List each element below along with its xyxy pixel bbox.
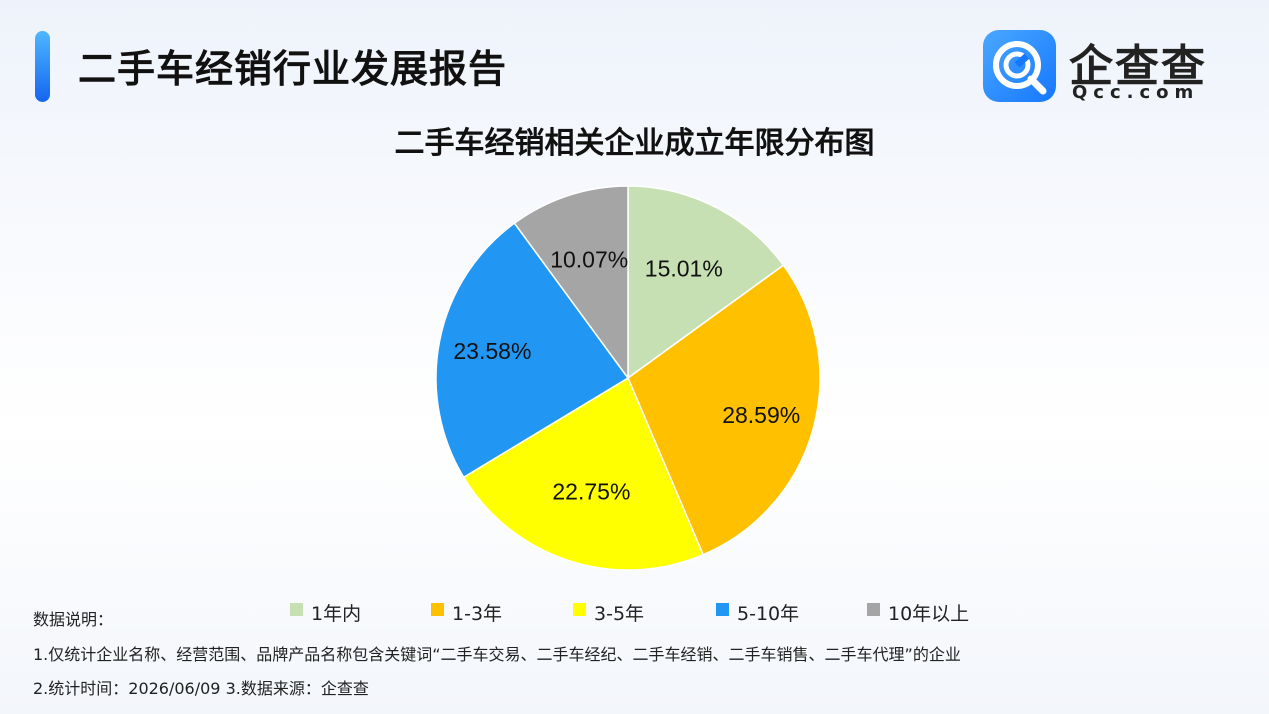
title-accent-bar [35, 31, 50, 102]
pie-slice-2 [627, 264, 821, 556]
pie-data-label-3: 22.75% [552, 478, 630, 504]
qcc-logo-icon [983, 30, 1056, 102]
notes-line-2: 2.统计时间：2026/06/09 3.数据来源：企查查 [33, 679, 369, 698]
report-title: 二手车经销行业发展报告 [78, 47, 508, 91]
legend-label-5: 10年以上 [888, 603, 970, 625]
legend-swatch-4 [716, 603, 729, 616]
pie-slice-4 [435, 222, 630, 479]
pie-slice-1 [627, 185, 785, 380]
pie-slice-3 [462, 376, 705, 571]
legend-swatch-3 [573, 603, 586, 616]
legend-label-3: 3-5年 [594, 603, 645, 625]
pie-data-label-4: 23.58% [453, 338, 531, 364]
pie-data-label-2: 28.59% [722, 402, 800, 428]
logo-name-en: Qcc.com [1072, 82, 1200, 103]
legend-swatch-1 [290, 603, 303, 616]
chart-title: 二手车经销相关企业成立年限分布图 [394, 126, 875, 161]
legend-swatch-5 [867, 603, 880, 616]
legend-label-1: 1年内 [311, 603, 362, 625]
logo-name-cn: 企查查 [1069, 41, 1207, 92]
notes-heading: 数据说明： [33, 610, 114, 629]
pie-data-label-5: 10.07% [550, 246, 628, 272]
pie-data-label-1: 15.01% [645, 256, 723, 282]
legend-label-4: 5-10年 [737, 603, 800, 625]
qcc-logo: 企查查 Qcc.com [983, 30, 1223, 105]
pie-slice-5 [513, 185, 629, 381]
legend-swatch-2 [431, 603, 444, 616]
legend-label-2: 1-3年 [452, 603, 503, 625]
notes-line-1: 1.仅统计企业名称、经营范围、品牌产品名称包含关键词“二手车交易、二手车经纪、二… [33, 645, 961, 664]
